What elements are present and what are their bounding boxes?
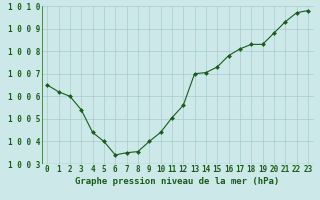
X-axis label: Graphe pression niveau de la mer (hPa): Graphe pression niveau de la mer (hPa) (76, 177, 280, 186)
